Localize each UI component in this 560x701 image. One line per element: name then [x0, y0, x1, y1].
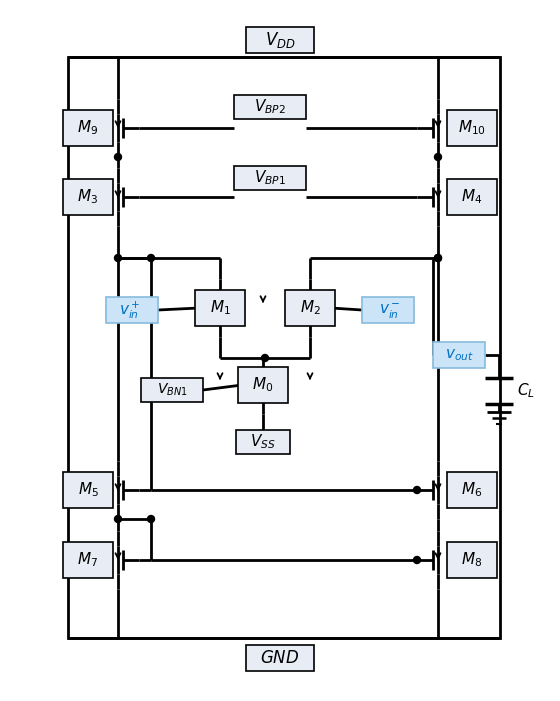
Text: $v_{in}^+$: $v_{in}^+$: [119, 299, 141, 321]
Circle shape: [114, 254, 122, 261]
Circle shape: [147, 515, 155, 522]
Text: $M_6$: $M_6$: [461, 481, 483, 499]
Bar: [447, 179, 497, 215]
Circle shape: [435, 254, 441, 261]
Text: $v_{out}$: $v_{out}$: [445, 347, 473, 363]
Circle shape: [435, 154, 441, 161]
Bar: [234, 166, 306, 190]
Text: $V_{BP2}$: $V_{BP2}$: [254, 97, 286, 116]
Text: $M_8$: $M_8$: [461, 551, 483, 569]
Text: $V_{DD}$: $V_{DD}$: [265, 30, 295, 50]
Text: $M_{10}$: $M_{10}$: [458, 118, 486, 137]
Bar: [285, 290, 335, 326]
Text: $M_9$: $M_9$: [77, 118, 99, 137]
Text: $GND$: $GND$: [260, 649, 300, 667]
Text: $V_{BN1}$: $V_{BN1}$: [157, 382, 188, 398]
Bar: [362, 297, 414, 323]
Bar: [234, 95, 306, 119]
Text: $M_0$: $M_0$: [253, 376, 274, 395]
Bar: [433, 342, 485, 368]
Bar: [447, 110, 497, 146]
Bar: [63, 110, 113, 146]
Bar: [106, 297, 158, 323]
Bar: [68, 57, 500, 638]
Circle shape: [262, 355, 268, 362]
Text: $V_{SS}$: $V_{SS}$: [250, 433, 276, 451]
Text: $M_5$: $M_5$: [77, 481, 99, 499]
Bar: [246, 27, 314, 53]
Circle shape: [147, 254, 155, 261]
Circle shape: [114, 154, 122, 161]
Text: $M_2$: $M_2$: [300, 299, 320, 318]
Bar: [246, 645, 314, 671]
Text: $v_{in}^-$: $v_{in}^-$: [379, 301, 401, 320]
Text: $M_1$: $M_1$: [209, 299, 230, 318]
Text: $M_4$: $M_4$: [461, 188, 483, 206]
Bar: [63, 542, 113, 578]
Bar: [238, 367, 288, 403]
Circle shape: [435, 254, 441, 261]
Circle shape: [413, 486, 421, 494]
Bar: [141, 378, 203, 402]
Circle shape: [413, 557, 421, 564]
Bar: [447, 472, 497, 508]
Text: $M_3$: $M_3$: [77, 188, 99, 206]
Bar: [236, 430, 290, 454]
Bar: [447, 542, 497, 578]
Circle shape: [114, 515, 122, 522]
Bar: [63, 472, 113, 508]
Bar: [195, 290, 245, 326]
Text: $C_L$: $C_L$: [517, 381, 535, 400]
Text: $V_{BP1}$: $V_{BP1}$: [254, 169, 286, 187]
Bar: [63, 179, 113, 215]
Text: $M_7$: $M_7$: [77, 551, 99, 569]
